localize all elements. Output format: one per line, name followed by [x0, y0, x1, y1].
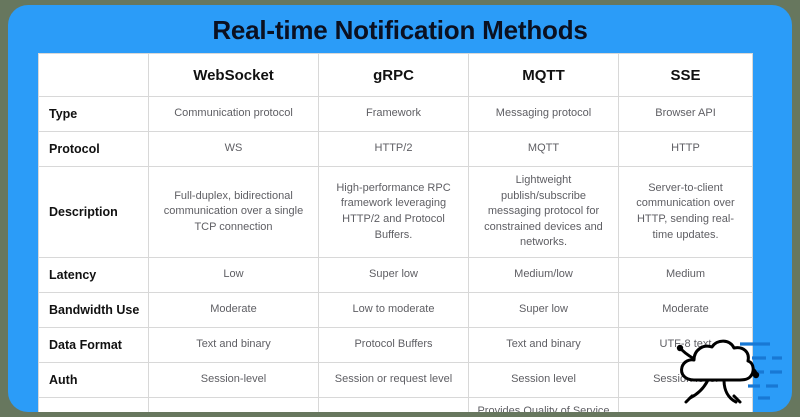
row-label-data-format: Data Format	[38, 327, 149, 364]
table-corner-cell	[38, 53, 149, 97]
row-label-description: Description	[38, 165, 149, 259]
cell-unique-grpc: Can stream data bidirectionally	[318, 397, 469, 412]
cell-latency-websocket: Low	[148, 257, 319, 294]
cell-bandwidth-sse: Moderate	[618, 292, 753, 329]
column-header-sse: SSE	[618, 53, 753, 97]
cell-bandwidth-mqtt: Super low	[468, 292, 619, 329]
column-header-grpc: gRPC	[318, 53, 469, 97]
column-header-mqtt: MQTT	[468, 53, 619, 97]
cell-dataformat-mqtt: Text and binary	[468, 327, 619, 364]
cell-bandwidth-websocket: Moderate	[148, 292, 319, 329]
comparison-table-wrapper: WebSocket gRPC MQTT SSE Type Communicati…	[38, 53, 753, 412]
table-row: Unique things Initial connections is ove…	[38, 397, 753, 412]
cell-dataformat-websocket: Text and binary	[148, 327, 319, 364]
table-row: Description Full-duplex, bidirectional c…	[38, 165, 753, 259]
cell-dataformat-sse: UTF-8 text	[618, 327, 753, 364]
cell-type-grpc: Framework	[318, 96, 469, 132]
table-row: Auth Session-level Session or request le…	[38, 362, 753, 399]
cloud-right-hand	[752, 371, 760, 379]
cell-protocol-websocket: WS	[148, 131, 319, 167]
table-row: Data Format Text and binary Protocol Buf…	[38, 327, 753, 364]
cell-latency-sse: Medium	[618, 257, 753, 294]
cell-unique-websocket: Initial connections is over HTTP then up…	[148, 397, 319, 412]
cell-type-sse: Browser API	[618, 96, 753, 132]
cell-description-grpc: High-performance RPC framework leveragin…	[318, 165, 469, 259]
cell-description-mqtt: Lightweight publish/subscribe messaging …	[468, 165, 619, 259]
cell-type-mqtt: Messaging protocol	[468, 96, 619, 132]
cell-unique-mqtt: Provides Quality of Service (QoS) levels…	[468, 397, 619, 412]
cell-description-websocket: Full-duplex, bidirectional communication…	[148, 165, 319, 259]
table-body: Type Communication protocol Framework Me…	[38, 96, 753, 412]
cell-bandwidth-grpc: Low to moderate	[318, 292, 469, 329]
cell-auth-grpc: Session or request level	[318, 362, 469, 399]
comparison-card: Real-time Notification Methods WebSocket…	[8, 5, 792, 412]
row-label-protocol: Protocol	[38, 131, 149, 167]
table-head: WebSocket gRPC MQTT SSE	[38, 53, 753, 97]
table-header-row: WebSocket gRPC MQTT SSE	[38, 53, 753, 97]
cell-auth-sse: Session level	[618, 362, 753, 399]
cell-protocol-mqtt: MQTT	[468, 131, 619, 167]
row-label-unique-things: Unique things	[38, 397, 149, 412]
cell-description-sse: Server-to-client communication over HTTP…	[618, 165, 753, 259]
table-row: Protocol WS HTTP/2 MQTT HTTP	[38, 131, 753, 167]
cell-latency-mqtt: Medium/low	[468, 257, 619, 294]
cell-dataformat-grpc: Protocol Buffers	[318, 327, 469, 364]
row-label-type: Type	[38, 96, 149, 132]
cell-protocol-grpc: HTTP/2	[318, 131, 469, 167]
cell-latency-grpc: Super low	[318, 257, 469, 294]
table-row: Bandwidth Use Moderate Low to moderate S…	[38, 292, 753, 329]
cell-auth-websocket: Session-level	[148, 362, 319, 399]
cell-auth-mqtt: Session level	[468, 362, 619, 399]
row-label-bandwidth-use: Bandwidth Use	[38, 292, 149, 329]
page-title: Real-time Notification Methods	[212, 15, 588, 45]
table-row: Type Communication protocol Framework Me…	[38, 96, 753, 132]
row-label-latency: Latency	[38, 257, 149, 294]
cell-unique-sse: Browser-native	[618, 397, 753, 412]
comparison-table: WebSocket gRPC MQTT SSE Type Communicati…	[38, 53, 753, 412]
cell-type-websocket: Communication protocol	[148, 96, 319, 132]
cell-protocol-sse: HTTP	[618, 131, 753, 167]
table-row: Latency Low Super low Medium/low Medium	[38, 257, 753, 294]
row-label-auth: Auth	[38, 362, 149, 399]
column-header-websocket: WebSocket	[148, 53, 319, 97]
